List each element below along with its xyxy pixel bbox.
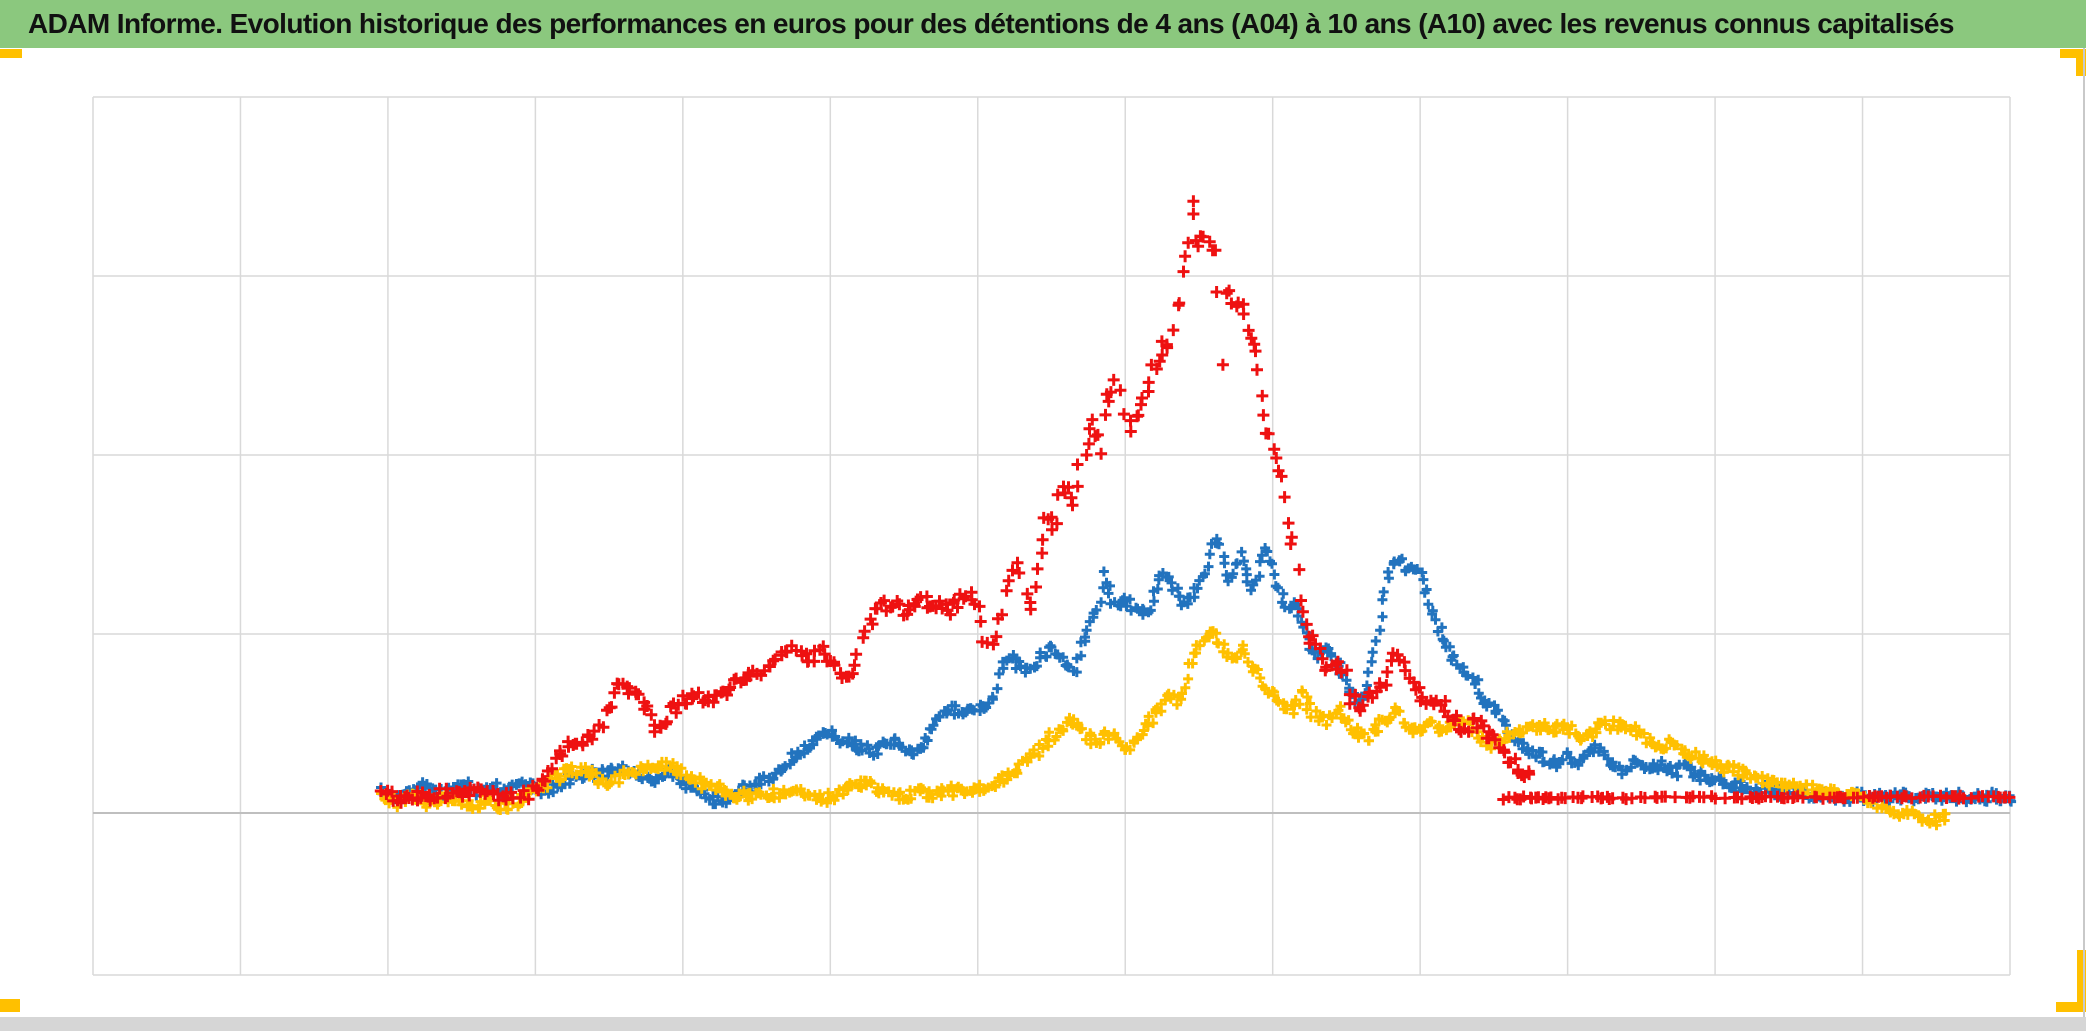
series-blue [376, 533, 2017, 810]
gridlines [92, 96, 2011, 976]
highlight-corner-top-left [0, 49, 22, 58]
highlight-corner-top-right-h [2060, 49, 2086, 58]
scatter-series [374, 195, 2017, 831]
chart-title: ADAM Informe. Evolution historique des p… [28, 8, 1954, 39]
sheet-right-edge [2083, 48, 2085, 1017]
series-red [374, 195, 2016, 809]
bottom-bar [0, 1017, 2086, 1031]
highlight-corner-top-right-v [2076, 49, 2086, 76]
title-bar: ADAM Informe. Evolution historique des p… [0, 0, 2086, 48]
highlight-corner-bottom-left [0, 999, 20, 1012]
highlight-corner-bottom-right-h [2056, 1002, 2086, 1012]
highlight-corner-bottom-right-v [2077, 950, 2086, 1012]
